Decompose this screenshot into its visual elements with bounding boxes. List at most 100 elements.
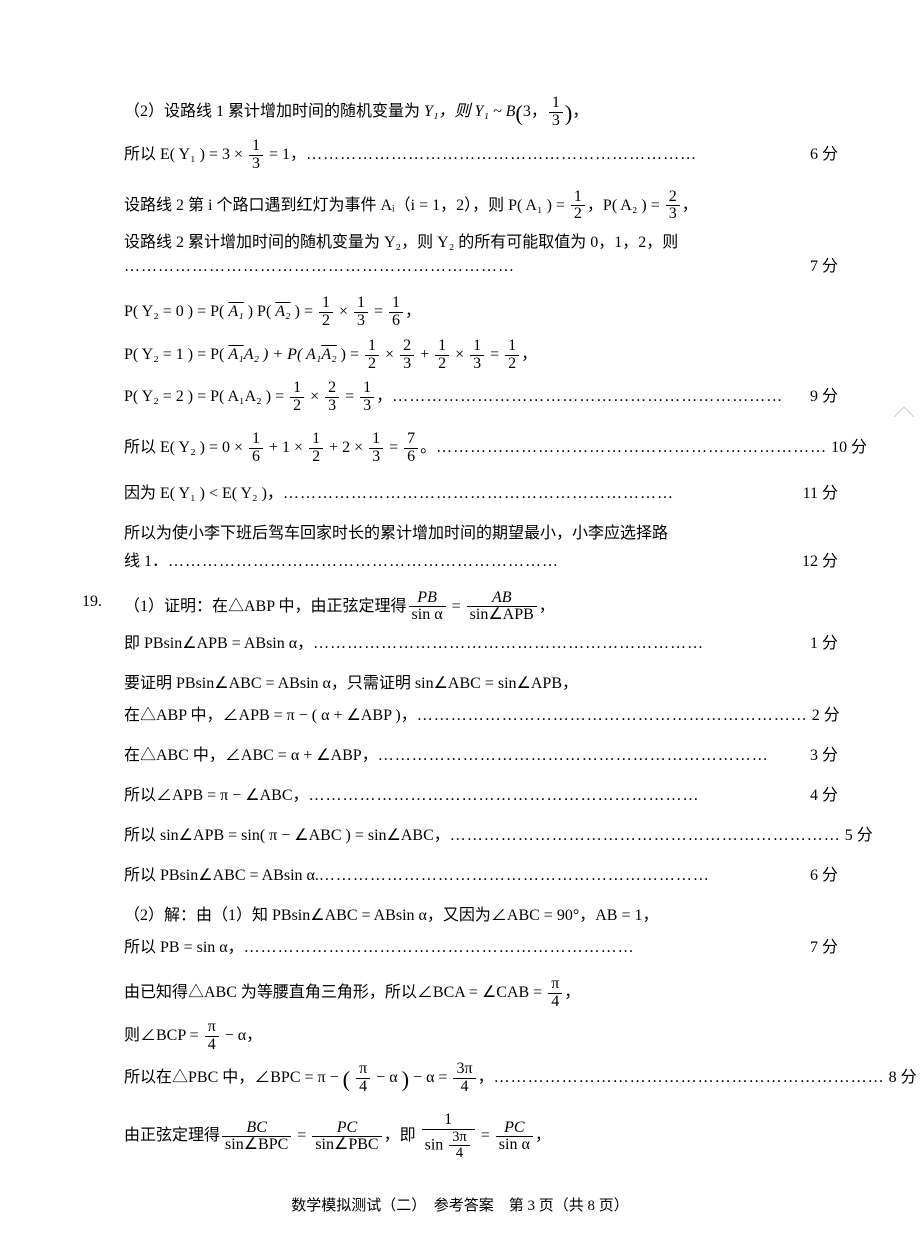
frac-num: 1 xyxy=(422,1112,475,1130)
text: Y₁，则 Y₁ ~ B xyxy=(424,103,515,120)
text: ， xyxy=(535,1128,551,1145)
line-19-7fen: 所以 PB = sin α， …………………………………………………………… 7… xyxy=(82,936,838,968)
text: 设路线 2 累计增加时间的随机变量为 Y₂，则 Y₂ 的所有可能取值为 0，1，… xyxy=(124,234,678,251)
frac-num: 1 xyxy=(389,295,403,313)
text: = xyxy=(448,598,465,615)
frac-den: 4 xyxy=(356,1079,370,1096)
text: 要证明 PBsin∠ABC = ABsin α，只需证明 sin∠ABC = s… xyxy=(124,675,578,692)
frac-num: PB xyxy=(409,590,446,608)
text: 所以 PB = sin α， xyxy=(124,936,244,960)
frac-den: 6 xyxy=(404,449,418,466)
frac-num: 1 xyxy=(505,338,519,356)
text: + xyxy=(416,346,433,363)
overline: A₂ xyxy=(321,346,336,363)
score-marker: 7 分 xyxy=(806,936,838,960)
frac-den: 3 xyxy=(354,313,368,330)
text: ) = xyxy=(337,346,363,363)
overline: A₂ xyxy=(275,303,290,320)
dot-leader: …………………………………………………………… xyxy=(417,704,808,728)
line-EY1: 所以 E( Y₁ ) = 3 × 13 = 1， ………………………………………… xyxy=(82,138,838,181)
text: = xyxy=(477,1128,494,1145)
frac-num: 2 xyxy=(325,380,339,398)
text: 所以∠APB = π − ∠ABC， xyxy=(124,784,309,808)
line-19-5fen: 所以 sin∠APB = sin( π − ∠ABC ) = sin∠ABC， … xyxy=(82,824,838,856)
text: （2）解：由（1）知 PBsin∠ABC = ABsin α，又因为∠ABC =… xyxy=(124,907,658,924)
text: 由正弦定理得 xyxy=(124,1128,220,1145)
text: − α = xyxy=(409,1069,451,1086)
text: A₂ ) + P( A₁ xyxy=(244,346,322,363)
text: × xyxy=(335,303,352,320)
text: ， xyxy=(521,346,537,363)
line-19-BCP: 则∠BCP = π4 − α， xyxy=(82,1019,838,1054)
frac-den: 3 xyxy=(549,113,563,130)
score-marker: 1 分 xyxy=(806,632,838,656)
score-marker: 11 分 xyxy=(799,482,838,506)
page-corner-icon xyxy=(892,395,916,419)
text: ， xyxy=(564,984,580,1001)
frac-den: 2 xyxy=(319,313,333,330)
frac-den: 3 xyxy=(360,398,374,415)
text: （2）设路线 1 累计增加时间的随机变量为 xyxy=(124,103,424,120)
frac-den: 2 xyxy=(309,449,323,466)
frac-num: 1 xyxy=(249,138,263,156)
frac-num: PC xyxy=(312,1120,381,1138)
frac-den: 3 xyxy=(400,356,414,373)
frac-num: 1 xyxy=(365,338,379,356)
frac-num: 1 xyxy=(354,295,368,313)
dot-leader: …………………………………………………………… xyxy=(494,1066,885,1090)
frac-den: 6 xyxy=(249,449,263,466)
page-footer: 数学模拟测试（二） 参考答案 第 3 页（共 8 页） xyxy=(0,1195,920,1218)
text: = xyxy=(370,303,387,320)
text: ) P( xyxy=(244,303,276,320)
score-marker: 9 分 xyxy=(806,385,838,409)
frac-den: sin α xyxy=(496,1137,533,1154)
dot-leader: …………………………………………………………… xyxy=(283,482,799,506)
dot-leader: …………………………………………………………… xyxy=(319,864,806,888)
overline: A₁ xyxy=(228,346,243,363)
text: 所以 sin∠APB = sin( π − ∠ABC ) = sin∠ABC， xyxy=(124,824,450,848)
dot-leader: …………………………………………………………… xyxy=(124,255,806,279)
dot-leader: …………………………………………………………… xyxy=(168,550,798,574)
line-PY2-1: P( Y₂ = 1 ) = P( A₁A₂ ) + P( A₁A₂ ) = 12… xyxy=(82,338,838,373)
frac-num: 1 xyxy=(309,431,323,449)
line-19-part2: （2）解：由（1）知 PBsin∠ABC = ABsin α，又因为∠ABC =… xyxy=(82,904,838,928)
frac-num: π xyxy=(548,976,562,994)
text: = 1， xyxy=(265,146,306,163)
line-conclusion-18: 所以为使小李下班后驾车回家时长的累计增加时间的期望最小，小李应选择路 线 1． … xyxy=(82,522,838,582)
score-marker: 8 分 xyxy=(885,1066,917,1090)
dot-leader: …………………………………………………………… xyxy=(436,436,827,460)
frac-num: 1 xyxy=(360,380,374,398)
line-19-8fen: 所以在△PBC 中，∠BPC = π − ( π4 − α ) − α = 3π… xyxy=(82,1061,838,1104)
line-19-isoceles: 由已知得△ABC 为等腰直角三角形，所以∠BCA = ∠CAB = π4， xyxy=(82,976,838,1011)
score-marker: 7 分 xyxy=(806,255,838,279)
text: ， xyxy=(539,598,555,615)
score-marker: 6 分 xyxy=(806,143,838,167)
text: + 1 × xyxy=(265,439,307,456)
text: ， xyxy=(405,303,421,320)
question-number: 19. xyxy=(82,590,124,614)
dot-leader: …………………………………………………………… xyxy=(244,936,806,960)
frac-num: 3π xyxy=(453,1061,475,1079)
score-marker: 4 分 xyxy=(806,784,838,808)
line-PY2-2: P( Y₂ = 2 ) = P( A₁A₂ ) = 12 × 23 = 13， … xyxy=(82,380,838,423)
frac-den: 4 xyxy=(453,1079,475,1096)
text: P( Y₂ = 0 ) = P( xyxy=(124,303,228,320)
text: × xyxy=(451,346,468,363)
line-EY2: 所以 E( Y₂ ) = 0 × 16 + 1 × 12 + 2 × 13 = … xyxy=(82,431,838,474)
frac-num: π xyxy=(205,1019,219,1037)
text: × xyxy=(381,346,398,363)
text: 因为 E( Y₁ ) < E( Y₂ )， xyxy=(124,482,283,506)
answer-key-page: （2）设路线 1 累计增加时间的随机变量为 Y₁，则 Y₁ ~ B(3，13)，… xyxy=(82,95,838,1161)
text: − α， xyxy=(221,1027,262,1044)
text: 则∠BCP = xyxy=(124,1027,203,1044)
text: + 2 × xyxy=(325,439,367,456)
frac-den: 3 xyxy=(369,449,383,466)
frac-num: 1 xyxy=(290,380,304,398)
score-marker: 2 分 xyxy=(808,704,840,728)
dot-leader: …………………………………………………………… xyxy=(392,385,806,409)
text: = xyxy=(341,388,358,405)
frac-num: π xyxy=(356,1061,370,1079)
frac-den: sin α xyxy=(409,607,446,624)
line-19-3fen: 在△ABC 中，∠ABC = α + ∠ABP， ………………………………………… xyxy=(82,744,838,776)
dot-leader: …………………………………………………………… xyxy=(313,632,806,656)
